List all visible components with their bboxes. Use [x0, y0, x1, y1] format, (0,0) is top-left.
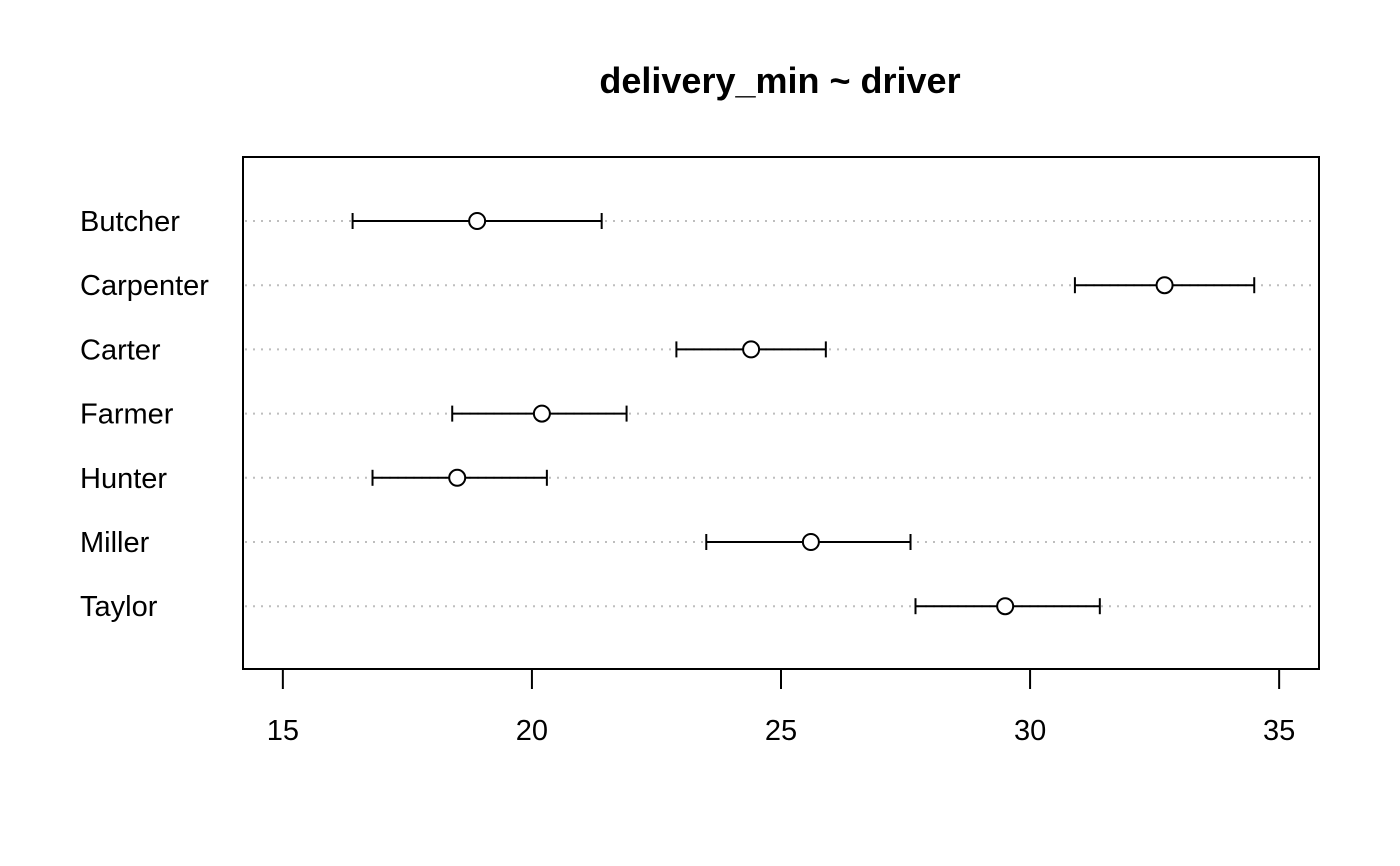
- category-label-farmer: Farmer: [80, 399, 174, 431]
- estimate-point-hunter: [448, 468, 467, 487]
- category-labels: Butcher Carpenter Carter Farmer Hunter Miller…: [80, 206, 209, 623]
- x-tick-label-20: 20: [516, 715, 548, 747]
- x-tick-label-35: 35: [1263, 715, 1295, 747]
- x-tick-label-15: 15: [267, 715, 299, 747]
- grid-lines: [245, 220, 1317, 608]
- estimate-point-carpenter: [1155, 276, 1174, 295]
- interval-marks: [351, 212, 1256, 616]
- estimate-point-taylor: [996, 597, 1015, 616]
- category-label-carter: Carter: [80, 334, 161, 366]
- estimate-point-farmer: [532, 404, 551, 423]
- category-label-miller: Miller: [80, 527, 150, 559]
- category-label-hunter: Hunter: [80, 463, 167, 495]
- x-axis: 15 20 25 30 35: [267, 668, 1295, 747]
- estimate-point-carter: [742, 340, 761, 359]
- x-tick-label-25: 25: [765, 715, 797, 747]
- category-label-taylor: Taylor: [80, 591, 158, 623]
- category-label-carpenter: Carpenter: [80, 270, 209, 302]
- category-label-butcher: Butcher: [80, 206, 180, 238]
- chart-title: delivery_min ~ driver: [599, 60, 960, 101]
- estimate-point-butcher: [468, 212, 487, 230]
- estimate-point-miller: [801, 533, 820, 551]
- x-tick-label-30: 30: [1014, 715, 1046, 747]
